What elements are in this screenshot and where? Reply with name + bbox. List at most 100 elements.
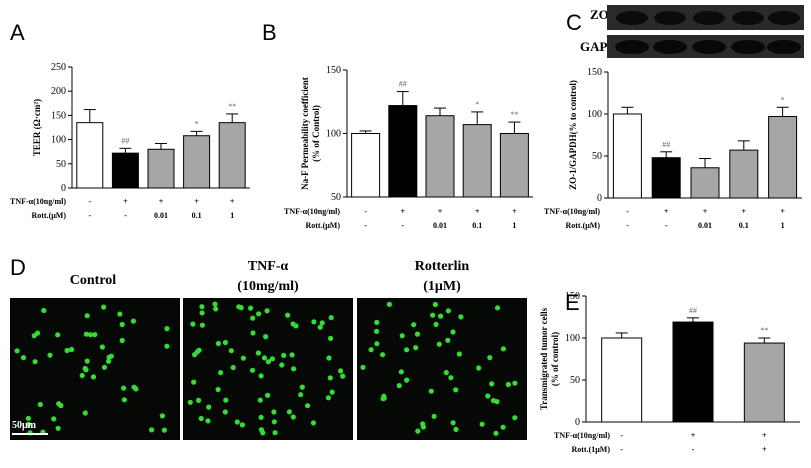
cell-dot <box>317 324 323 330</box>
condition-cell: - <box>692 445 695 454</box>
condition-cell: + <box>512 207 517 216</box>
cell-dot <box>489 381 495 387</box>
cell-dot <box>404 347 410 353</box>
chart-e: 0 50 100 150 Transmigrated tumor cells (% of … <box>539 291 800 454</box>
cell-dot <box>319 320 325 326</box>
bar <box>388 105 418 198</box>
cell-dot <box>436 341 442 347</box>
condition-cell: + <box>475 207 480 216</box>
cell-dot <box>494 399 500 405</box>
cell-dot <box>263 334 269 340</box>
cell-dot <box>310 420 316 426</box>
cell-dot <box>445 308 451 314</box>
condition-cell: 1 <box>781 221 785 230</box>
cell-dot <box>69 346 75 353</box>
blot-band-gapdh <box>653 40 687 54</box>
cell-dot <box>248 305 254 311</box>
cell-dot <box>413 345 419 351</box>
cell-dot <box>380 352 386 358</box>
cell-dot <box>368 347 374 353</box>
y-tick-label: 100 <box>587 109 602 120</box>
y-tick-label: 0 <box>575 417 580 428</box>
condition-cell: - <box>401 221 404 230</box>
cell-dot <box>325 395 331 401</box>
condition-row-label: TNF-α(10ng/ml) <box>544 207 600 216</box>
cell-dot <box>298 392 304 398</box>
cell-dot <box>411 322 417 328</box>
cell-dot <box>260 430 266 436</box>
y-axis-label-line: (% of control) <box>550 332 560 386</box>
y-tick-label: 50 <box>56 159 66 170</box>
condition-cell: - <box>88 197 91 206</box>
cell-dot <box>119 321 125 328</box>
cell-dot <box>238 305 244 311</box>
cell-dot <box>458 314 464 320</box>
condition-cell: 0.01 <box>154 211 168 220</box>
bar <box>147 148 175 189</box>
cell-dot <box>485 393 491 399</box>
cell-dot <box>289 352 295 358</box>
cell-dot <box>14 348 20 354</box>
condition-cell: - <box>626 221 629 230</box>
cell-dot <box>79 372 85 379</box>
cell-dot <box>494 305 501 311</box>
condition-cell: 0.1 <box>472 221 482 230</box>
cell-dot <box>255 350 261 356</box>
cell-dot <box>192 352 198 358</box>
cell-dot <box>222 409 228 415</box>
cell-dot <box>279 362 285 368</box>
cell-dot <box>396 383 402 389</box>
micrograph-title: Rotterlin <box>415 259 470 274</box>
cell-dot <box>399 333 405 339</box>
condition-cell: + <box>230 197 235 206</box>
cell-dot <box>90 374 97 380</box>
cell-dot <box>218 370 224 376</box>
cell-dot <box>164 326 170 332</box>
cell-dot <box>271 419 277 425</box>
cell-dot <box>305 403 311 409</box>
cell-dot <box>215 386 221 393</box>
condition-cell: - <box>665 221 668 230</box>
cell-dot <box>256 311 262 317</box>
cell-dot <box>101 304 107 310</box>
bar <box>672 321 714 423</box>
cell-dot <box>264 308 270 314</box>
cell-dot <box>190 321 196 327</box>
cell-dot <box>130 318 136 324</box>
cell-dot <box>161 427 167 433</box>
cell-dot <box>258 373 264 379</box>
bar <box>462 124 492 198</box>
significance-mark: ## <box>662 140 670 149</box>
y-tick-label: 150 <box>51 110 66 121</box>
cell-dot <box>258 414 264 420</box>
condition-cell: + <box>401 207 406 216</box>
blot-band-gapdh <box>615 40 649 54</box>
cell-dot <box>500 424 506 430</box>
condition-cell: - <box>620 445 623 454</box>
cell-dot <box>249 367 256 373</box>
condition-cell: + <box>691 431 696 440</box>
bar <box>651 157 681 199</box>
cell-dot <box>493 430 499 436</box>
condition-row-label: TNF-α(10ng/ml) <box>10 197 66 206</box>
y-tick-label: 200 <box>51 86 66 97</box>
panel-letter-b: B <box>262 20 277 45</box>
cell-dot <box>250 315 256 321</box>
cell-dot <box>431 413 437 419</box>
cell-dot <box>199 304 205 310</box>
cell-dot <box>119 337 125 344</box>
cell-dot <box>448 375 454 381</box>
significance-mark: ## <box>399 80 407 89</box>
cell-dot <box>512 415 518 421</box>
cell-dot <box>512 380 518 386</box>
cell-dot <box>340 373 346 379</box>
y-tick-label: 100 <box>326 129 341 140</box>
cell-dot <box>121 385 127 391</box>
bar <box>425 115 455 198</box>
condition-cell: - <box>620 431 623 440</box>
micrograph-title: (10mg/ml) <box>237 279 299 294</box>
chart-b: 50 100 150 Na-F Permeability coefficient (% … <box>284 65 533 230</box>
y-tick-label: 150 <box>565 291 580 302</box>
y-tick-label: 0 <box>597 193 602 204</box>
condition-cell: 0.1 <box>192 211 202 220</box>
